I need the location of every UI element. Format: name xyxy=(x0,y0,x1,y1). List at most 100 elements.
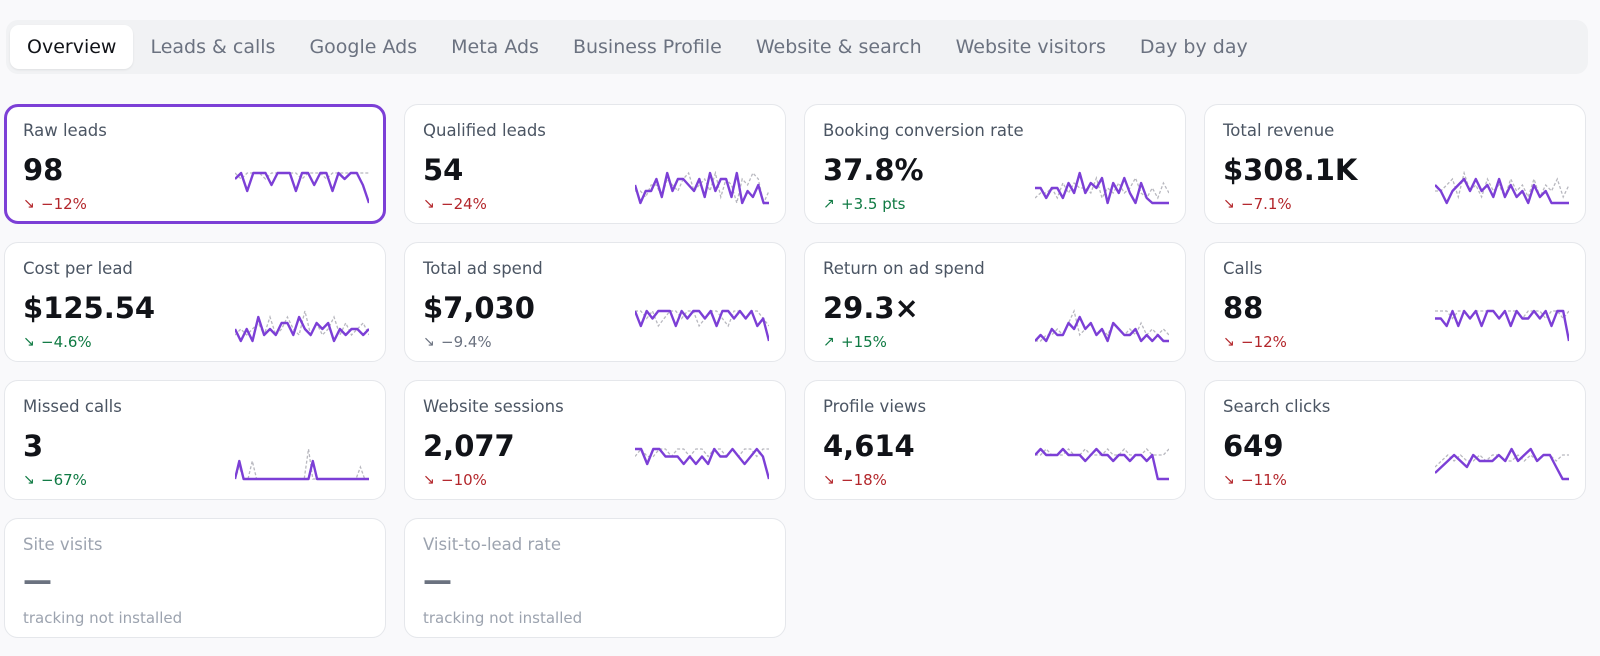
sparkline-previous-period xyxy=(635,447,769,458)
trend-down-icon: ↘ xyxy=(423,196,435,212)
kpi-card-search-clicks[interactable]: Search clicks 649 ↘ −11% xyxy=(1204,380,1586,500)
kpi-label: Calls xyxy=(1223,259,1263,278)
sparkline-current-period xyxy=(635,309,769,342)
trend-down-icon: ↘ xyxy=(423,472,435,488)
kpi-label: Total ad spend xyxy=(423,259,543,278)
tab-business-profile[interactable]: Business Profile xyxy=(572,36,722,58)
sparkline xyxy=(1435,171,1569,205)
kpi-value: 4,614 xyxy=(823,429,915,463)
kpi-delta-text: +3.5 pts xyxy=(841,195,906,213)
kpi-card-content: Missed calls 3 ↘ −67% xyxy=(23,397,385,499)
sparkline-previous-period xyxy=(235,448,369,480)
kpi-label: Missed calls xyxy=(23,397,122,416)
kpi-delta: ↗ +15% xyxy=(823,333,1185,351)
kpi-delta-text: tracking not installed xyxy=(23,609,183,627)
kpi-delta: ↗ +3.5 pts xyxy=(823,195,1185,213)
kpi-card-total-revenue[interactable]: Total revenue $308.1K ↘ −7.1% xyxy=(1204,104,1586,224)
kpi-card-content: Visit-to-lead rate — tracking not installe… xyxy=(423,535,785,637)
kpi-card-total-ad-spend[interactable]: Total ad spend $7,030 ↘ −9.4% xyxy=(404,242,786,362)
kpi-card-site-visits[interactable]: Site visits — tracking not installed xyxy=(4,518,386,638)
kpi-card-missed-calls[interactable]: Missed calls 3 ↘ −67% xyxy=(4,380,386,500)
kpi-status-note: tracking not installed xyxy=(23,609,385,627)
tab-website-search[interactable]: Website & search xyxy=(755,36,922,58)
sparkline-current-period xyxy=(1435,177,1569,205)
kpi-value: 37.8% xyxy=(823,153,924,187)
kpi-card-content: Site visits — tracking not installed xyxy=(23,535,385,637)
kpi-delta-text: −24% xyxy=(441,195,487,213)
kpi-delta: ↘ −12% xyxy=(23,195,383,213)
tab-website-visitors[interactable]: Website visitors xyxy=(955,36,1106,58)
tab-overview[interactable]: Overview xyxy=(10,25,134,69)
trend-down-icon: ↘ xyxy=(1223,196,1235,212)
kpi-delta: ↘ −12% xyxy=(1223,333,1585,351)
sparkline-current-period xyxy=(1035,315,1169,343)
trend-down-icon: ↘ xyxy=(423,334,435,350)
kpi-card-content: Website sessions 2,077 ↘ −10% xyxy=(423,397,785,499)
kpi-value: 29.3× xyxy=(823,291,919,325)
kpi-delta: ↘ −10% xyxy=(423,471,785,489)
kpi-value: 88 xyxy=(1223,291,1264,325)
kpi-delta-text: −67% xyxy=(41,471,87,489)
kpi-card-calls[interactable]: Calls 88 ↘ −12% xyxy=(1204,242,1586,362)
kpi-label: Return on ad spend xyxy=(823,259,985,278)
kpi-card-content: Return on ad spend 29.3× ↗ +15% xyxy=(823,259,1185,361)
kpi-delta-text: −11% xyxy=(1241,471,1287,489)
kpi-delta-text: +15% xyxy=(841,333,887,351)
tab-google-ads[interactable]: Google Ads xyxy=(309,36,418,58)
kpi-card-content: Raw leads 98 ↘ −12% xyxy=(23,121,383,221)
sparkline xyxy=(1035,171,1169,205)
kpi-delta: ↘ −9.4% xyxy=(423,333,785,351)
kpi-card-content: Qualified leads 54 ↘ −24% xyxy=(423,121,785,223)
kpi-value: 54 xyxy=(423,153,464,187)
kpi-card-return-on-ad-spend[interactable]: Return on ad spend 29.3× ↗ +15% xyxy=(804,242,1186,362)
kpi-card-content: Search clicks 649 ↘ −11% xyxy=(1223,397,1585,499)
kpi-status-note: tracking not installed xyxy=(423,609,785,627)
kpi-value: $125.54 xyxy=(23,291,156,325)
kpi-value: — xyxy=(423,563,452,597)
sparkline xyxy=(635,171,769,205)
sparkline-current-period xyxy=(1435,309,1569,342)
kpi-value: 98 xyxy=(23,153,64,187)
kpi-label: Booking conversion rate xyxy=(823,121,1024,140)
kpi-delta: ↘ −4.6% xyxy=(23,333,385,351)
kpi-label: Profile views xyxy=(823,397,927,416)
kpi-card-qualified-leads[interactable]: Qualified leads 54 ↘ −24% xyxy=(404,104,786,224)
kpi-value: 649 xyxy=(1223,429,1284,463)
sparkline-current-period xyxy=(235,459,369,481)
sparkline-current-period xyxy=(235,171,369,204)
kpi-card-visit-to-lead-rate[interactable]: Visit-to-lead rate — tracking not installe… xyxy=(404,518,786,638)
sparkline-current-period xyxy=(635,171,769,205)
kpi-card-website-sessions[interactable]: Website sessions 2,077 ↘ −10% xyxy=(404,380,786,500)
kpi-label: Site visits xyxy=(23,535,103,554)
kpi-delta-text: −12% xyxy=(41,195,87,213)
kpi-value: — xyxy=(23,563,52,597)
kpi-delta-text: −12% xyxy=(1241,333,1287,351)
sparkline xyxy=(235,310,369,343)
kpi-value: $7,030 xyxy=(423,291,535,325)
sparkline xyxy=(1435,447,1569,481)
tab-day-by-day[interactable]: Day by day xyxy=(1139,36,1248,58)
kpi-label: Visit-to-lead rate xyxy=(423,535,562,554)
kpi-delta: ↘ −18% xyxy=(823,471,1185,489)
kpi-card-booking-conversion-rate[interactable]: Booking conversion rate 37.8% ↗ +3.5 pts xyxy=(804,104,1186,224)
kpi-value: $308.1K xyxy=(1223,153,1358,187)
kpi-card-profile-views[interactable]: Profile views 4,614 ↘ −18% xyxy=(804,380,1186,500)
kpi-grid: Raw leads 98 ↘ −12% Qualified leads 54 ↘ −24% Bo… xyxy=(4,104,1586,638)
kpi-label: Qualified leads xyxy=(423,121,546,140)
tab-leads-calls[interactable]: Leads & calls xyxy=(150,36,276,58)
sparkline-current-period xyxy=(1035,447,1169,481)
sparkline-previous-period xyxy=(1435,171,1569,200)
tab-meta-ads[interactable]: Meta Ads xyxy=(451,36,539,58)
kpi-value: 3 xyxy=(23,429,44,463)
kpi-delta-text: −7.1% xyxy=(1241,195,1292,213)
kpi-label: Total revenue xyxy=(1223,121,1335,140)
kpi-card-raw-leads[interactable]: Raw leads 98 ↘ −12% xyxy=(4,104,386,224)
kpi-label: Search clicks xyxy=(1223,397,1331,416)
kpi-label: Cost per lead xyxy=(23,259,133,278)
sparkline xyxy=(1035,447,1169,481)
kpi-card-cost-per-lead[interactable]: Cost per lead $125.54 ↘ −4.6% xyxy=(4,242,386,362)
trend-down-icon: ↘ xyxy=(23,334,35,350)
kpi-delta: ↘ −11% xyxy=(1223,471,1585,489)
kpi-delta: ↘ −67% xyxy=(23,471,385,489)
kpi-delta-text: −10% xyxy=(441,471,487,489)
